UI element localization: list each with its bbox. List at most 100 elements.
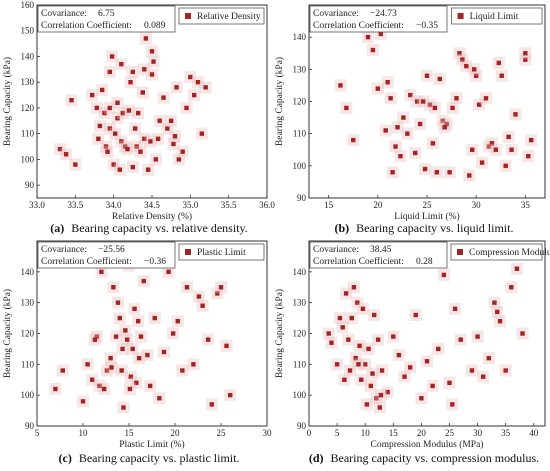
data-point <box>360 306 366 312</box>
data-point <box>134 380 139 386</box>
x-tick-label: 10 <box>361 428 371 438</box>
data-point <box>362 362 368 367</box>
data-point <box>417 121 423 127</box>
data-point <box>440 118 445 123</box>
data-point <box>364 402 370 407</box>
data-point <box>107 105 113 111</box>
y-tick-label: 140 <box>293 267 307 277</box>
data-point <box>349 315 354 321</box>
data-point <box>97 123 103 129</box>
data-point <box>174 85 179 90</box>
data-point <box>385 389 390 395</box>
data-point <box>388 96 393 101</box>
data-point <box>63 152 69 157</box>
data-point <box>513 112 518 117</box>
data-point <box>375 337 381 342</box>
data-point <box>152 315 157 321</box>
data-point <box>458 337 463 342</box>
data-point <box>224 343 229 349</box>
y-tick-label: 130 <box>21 298 35 308</box>
data-point <box>424 359 430 364</box>
data-point <box>356 362 361 367</box>
correlation-label: Correlation Coefficient: <box>313 20 404 31</box>
covariance-value: −25.56 <box>98 245 125 255</box>
data-point <box>375 86 381 91</box>
data-point <box>53 386 58 392</box>
stats-box <box>309 5 448 33</box>
y-tick-label: 100 <box>293 390 307 400</box>
panel-caption: (a) Bearing capacity vs. relative densit… <box>50 221 248 235</box>
data-point <box>378 392 384 398</box>
data-point <box>109 54 115 59</box>
data-point <box>125 146 130 152</box>
data-point <box>351 137 356 143</box>
x-tick-label: 5 <box>35 428 40 438</box>
data-point <box>470 147 475 152</box>
data-point <box>496 60 501 66</box>
data-point <box>191 362 196 367</box>
data-point <box>107 69 113 75</box>
x-tick-label: 0 <box>307 428 312 438</box>
data-point <box>103 144 109 149</box>
data-point <box>69 98 74 103</box>
data-point <box>73 162 78 167</box>
x-tick-label: 34.0 <box>106 200 122 210</box>
data-point <box>157 396 162 401</box>
legend-label: Liquid Limit <box>470 12 519 22</box>
data-point <box>377 405 382 410</box>
plot-frame <box>308 240 546 427</box>
data-point <box>136 110 141 116</box>
panel-c: 5 10 15 20 25 30 90 100 110 120 130 140 Covariance:… <box>2 240 272 465</box>
data-point <box>357 343 362 349</box>
data-point <box>374 396 379 401</box>
legend-label: Plastic Limit <box>197 248 246 258</box>
data-point <box>218 285 224 290</box>
x-axis-title: Relative Density (%) <box>112 211 192 222</box>
data-point <box>422 166 428 172</box>
data-point <box>134 144 139 149</box>
caption-text: Bearing capacity vs. liquid limit. <box>356 221 513 235</box>
data-point <box>123 328 128 333</box>
data-point <box>132 126 138 131</box>
y-tick-label: 140 <box>21 267 35 277</box>
x-axis-title: Compression Modulus (MPa) <box>371 439 484 450</box>
data-point <box>430 141 436 146</box>
data-point <box>115 100 120 105</box>
data-point <box>368 383 374 389</box>
y-tick-label: 130 <box>293 298 307 308</box>
legend-marker <box>457 249 463 255</box>
data-point <box>472 67 477 72</box>
data-point <box>355 300 360 305</box>
covariance-label: Covariance: <box>41 245 87 255</box>
data-point <box>180 149 185 154</box>
y-tick-label: 140 <box>293 32 307 42</box>
data-point <box>351 285 357 290</box>
data-point <box>509 147 514 152</box>
panel-d: 0 5 10 15 20 25 30 35 40 90 100 110 120 130 140 Covari… <box>274 240 550 465</box>
data-point <box>437 76 442 82</box>
data-point <box>365 34 371 40</box>
y-tick-label: 90 <box>25 421 35 431</box>
data-point <box>105 149 110 154</box>
data-point <box>85 362 90 367</box>
data-point <box>180 368 185 373</box>
data-point <box>393 144 398 149</box>
y-tick-label: 100 <box>21 154 35 164</box>
data-point <box>188 74 193 80</box>
data-point <box>94 105 99 111</box>
data-point <box>124 337 130 342</box>
x-tick-label: 36.0 <box>259 200 275 210</box>
data-point <box>145 352 150 358</box>
data-point <box>450 402 455 407</box>
x-tick-label: 35 <box>521 200 531 210</box>
data-point <box>171 141 176 147</box>
data-point <box>130 164 136 170</box>
data-point <box>143 36 149 41</box>
data-point <box>200 303 205 308</box>
data-point <box>503 368 508 373</box>
x-tick-label: 15 <box>125 428 135 438</box>
data-point <box>342 377 347 382</box>
data-point <box>520 331 525 336</box>
data-point <box>102 110 107 116</box>
data-point <box>379 368 385 373</box>
